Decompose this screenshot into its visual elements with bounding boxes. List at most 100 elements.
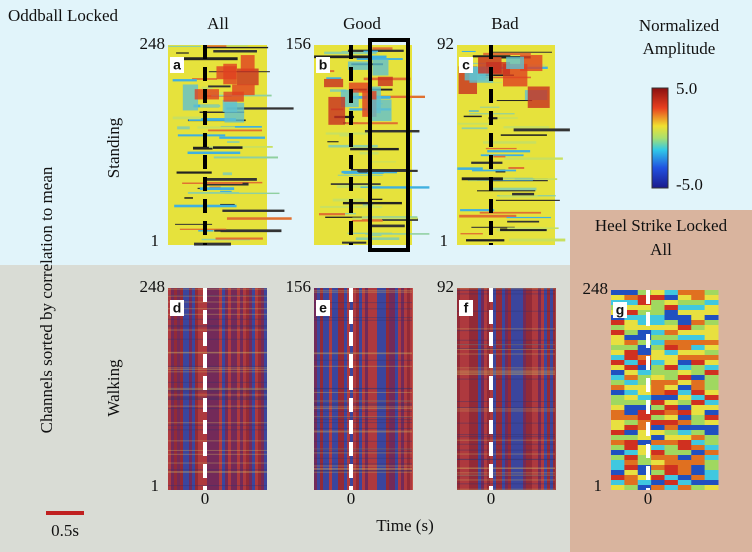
heatmap-cell [691, 295, 706, 300]
heatmap-cell [677, 440, 692, 445]
heatmap-cell [544, 288, 547, 490]
heatmap-cell [168, 485, 267, 487]
heatmap-cell [611, 435, 625, 440]
heatmap-cell [352, 217, 418, 220]
figure-title: Oddball Locked [8, 6, 118, 25]
panel-label: a [173, 57, 181, 73]
heatmap-cell [222, 288, 225, 490]
heatmap-cell [637, 330, 652, 335]
heatmap-cell [364, 129, 420, 133]
heatmap-cell [466, 239, 505, 242]
heatmap-cell [314, 457, 412, 459]
heatmap-cell [168, 351, 267, 353]
heatmap-cell [206, 182, 249, 186]
heatmap-cell [538, 288, 541, 490]
heatmap-cell [457, 436, 555, 438]
heatmap-cell [526, 288, 529, 490]
heatmap-cell [677, 430, 692, 435]
panel-label-bg [459, 57, 473, 73]
heatmap-cell [348, 82, 371, 93]
heatmap-cell [369, 161, 396, 163]
heatmap-cell [365, 233, 430, 235]
heatmap-cell [320, 288, 323, 490]
heatmap-cell [487, 150, 531, 153]
y-top-label: 92 [437, 34, 454, 53]
heatmap-cell [611, 405, 625, 410]
heatmap-cell [457, 407, 555, 409]
heatmap-cell [371, 288, 374, 490]
heatmap-cell [314, 419, 412, 421]
heatmap-cell [624, 475, 639, 480]
heatmap-cell [478, 288, 481, 490]
heatmap-cell [457, 410, 555, 412]
heatmap-cell [677, 485, 692, 490]
heatmap-cell [691, 485, 706, 490]
heatmap-cell [677, 480, 692, 485]
heatmap-cell [677, 355, 692, 360]
heatmap-cell [637, 325, 652, 330]
heatmap-cell [651, 420, 665, 425]
heatmap-cell [332, 198, 365, 202]
heatmap-cell [704, 440, 719, 445]
column-title: All [207, 14, 229, 33]
heatmap-cell [624, 300, 639, 305]
heatmap-cell [372, 47, 393, 50]
heatmap-cell [227, 141, 240, 143]
heatmap-cell [189, 288, 192, 490]
heatmap-cell [704, 360, 719, 365]
heatmap-cell [314, 408, 412, 410]
heatmap-cell [168, 294, 267, 296]
heatmap-cell [651, 415, 665, 420]
heatmap-cell [691, 475, 706, 480]
heatmap-cell [457, 367, 555, 369]
heatmap-cell [172, 116, 202, 120]
heatmap-cell [370, 234, 382, 236]
heatmap-cell [691, 455, 706, 460]
heatmap-cell [483, 52, 531, 56]
heatmap-cell [471, 161, 503, 164]
heatmap-cell [168, 396, 267, 398]
heatmap-cell [664, 395, 679, 400]
heatmap-cell [651, 475, 665, 480]
heatmap-cell [637, 440, 652, 445]
heatmap-cell [168, 462, 267, 464]
heatmap-cell [237, 68, 259, 86]
heatmap-cell [637, 340, 652, 345]
heatmap-cell [222, 172, 233, 176]
heatmap-cell [611, 395, 625, 400]
heatmap-cell [664, 340, 679, 345]
heatmap-cell [496, 288, 499, 490]
heatmap-cell [499, 195, 538, 198]
y-bottom-label: 1 [440, 231, 449, 250]
heatmap-cell [624, 445, 639, 450]
heatmap-cell [500, 228, 547, 232]
heatmap-cell [651, 485, 665, 490]
heatmap-cell [624, 485, 639, 490]
heatmap-cell [677, 305, 692, 310]
heatmap-cell [201, 86, 213, 90]
heatmap-cell [651, 325, 665, 330]
heatmap-cell [314, 463, 412, 465]
heatmap-cell [704, 330, 719, 335]
heatmap-cell [168, 471, 267, 473]
heatmap-cell [651, 355, 665, 360]
heatmap-cell [664, 350, 679, 355]
heatmap-cell [691, 290, 706, 295]
heatmap-cell [704, 315, 719, 320]
heatmap-cell [624, 315, 639, 320]
heatmap-cell [188, 118, 236, 121]
y-top-label: 248 [583, 279, 609, 298]
heatmap-cell [691, 365, 706, 370]
heatmap-cell [513, 128, 570, 132]
heatmap-cell [704, 380, 719, 385]
heatmap-cell [213, 50, 257, 53]
heatmap-cell [664, 290, 679, 295]
heatmap-cell [240, 55, 255, 72]
heatmap-cell [457, 467, 555, 469]
heatmap-cell [611, 460, 625, 465]
heatmap-cell [208, 85, 231, 88]
panel-label-bg [459, 300, 473, 316]
heatmap-cell [343, 172, 384, 174]
heatmap-cell [194, 242, 231, 246]
heatmap-cell [691, 385, 706, 390]
